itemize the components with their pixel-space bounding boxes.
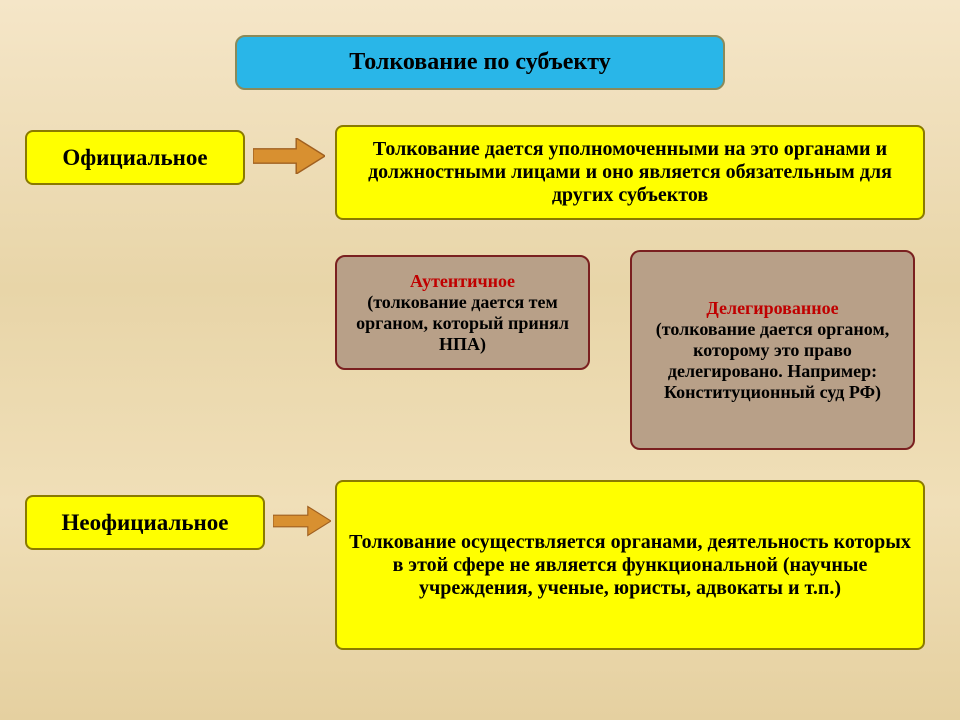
authentic-box: Аутентичное (толкование дается тем орган…: [335, 255, 590, 370]
delegated-desc: (толкование дается органом, которому это…: [640, 319, 905, 403]
arrow-icon: [273, 503, 331, 539]
delegated-title: Делегированное: [706, 298, 838, 319]
arrow-shape: [253, 138, 325, 174]
authentic-desc: (толкование дается тем органом, который …: [345, 292, 580, 355]
unofficial-label: Неофициальное: [62, 510, 229, 536]
delegated-box: Делегированное (толкование дается органо…: [630, 250, 915, 450]
arrow-icon: [253, 138, 325, 174]
authentic-title: Аутентичное: [410, 271, 515, 292]
official-label: Официальное: [62, 145, 207, 171]
unofficial-label-box: Неофициальное: [25, 495, 265, 550]
unofficial-desc: Толкование осуществляется органами, деят…: [349, 531, 911, 600]
official-label-box: Официальное: [25, 130, 245, 185]
title-box: Толкование по субъекту: [235, 35, 725, 90]
arrow-shape: [273, 507, 331, 536]
unofficial-desc-box: Толкование осуществляется органами, деят…: [335, 480, 925, 650]
official-desc: Толкование дается уполномоченными на это…: [349, 138, 911, 207]
official-desc-box: Толкование дается уполномоченными на это…: [335, 125, 925, 220]
title-text: Толкование по субъекту: [349, 49, 610, 76]
